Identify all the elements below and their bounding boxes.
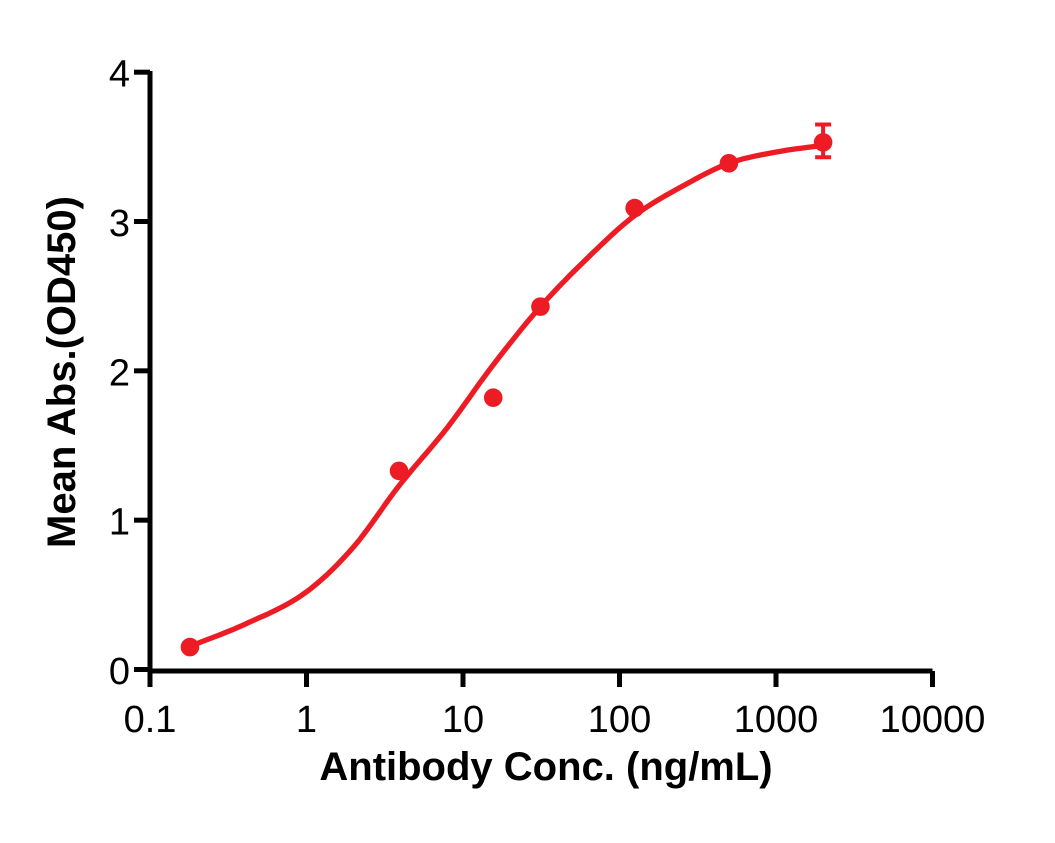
y-tick-label: 1 [109,502,130,544]
x-tick-label: 100 [588,699,651,741]
data-point [625,198,644,218]
data-point [180,637,200,657]
x-tick-label: 10 [442,699,484,741]
y-tick-label: 3 [109,203,130,245]
x-tick-label: 1000 [734,699,819,741]
x-tick-label: 1 [296,699,317,741]
x-tick-label: 0.1 [124,699,177,741]
data-point [531,297,550,316]
data-point [389,461,409,481]
y-axis-title: Mean Abs.(OD450) [40,196,84,548]
y-tick-label: 4 [109,54,130,96]
data-point [813,133,833,152]
data-point [719,153,739,173]
x-axis-title: Antibody Conc. (ng/mL) [319,745,773,789]
y-tick-label: 0 [109,651,130,693]
y-tick-label: 2 [109,352,130,394]
fit-curve [187,142,826,650]
data-point [483,388,503,408]
x-tick-label: 10000 [880,699,986,741]
